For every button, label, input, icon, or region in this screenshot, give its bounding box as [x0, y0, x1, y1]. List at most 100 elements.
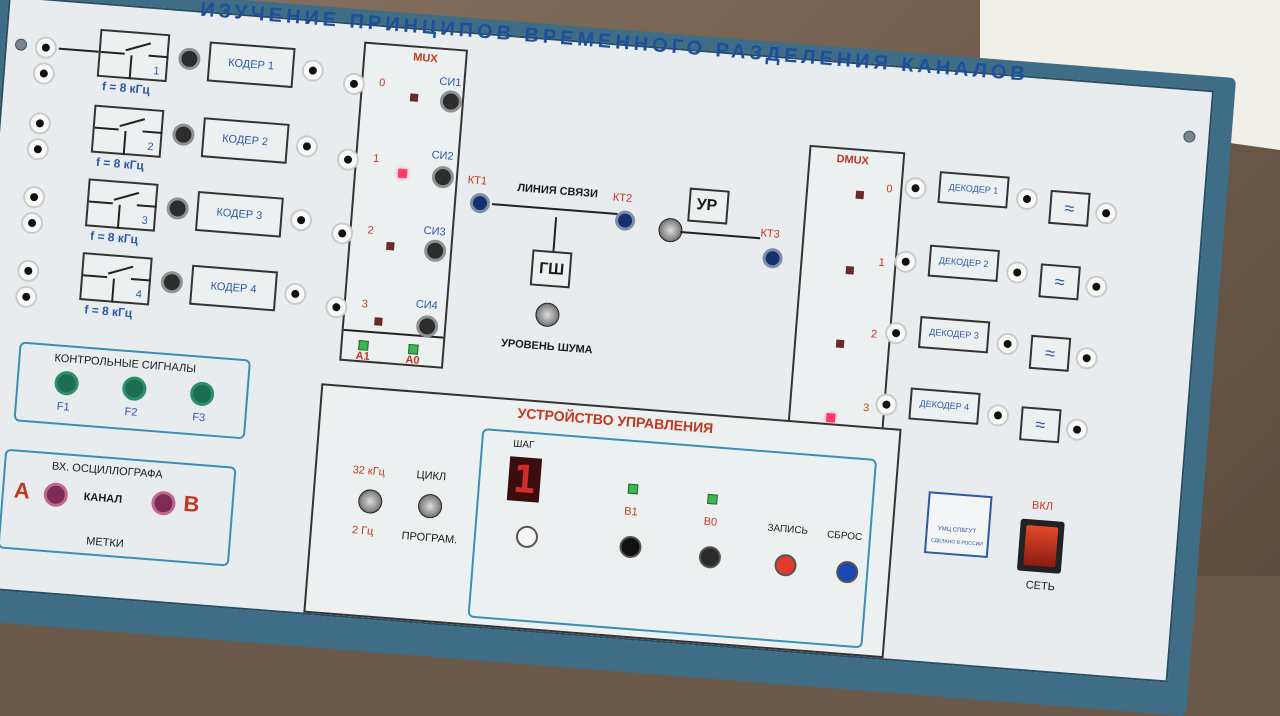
sample-frequency: f = 8 кГц — [101, 79, 151, 97]
dmux-output-jack-2[interactable] — [884, 321, 908, 346]
dmux-led-3 — [825, 412, 836, 423]
oscilloscope-panel: ВХ. ОСЦИЛЛОГРАФА A КАНАЛ B МЕТКИ — [0, 448, 237, 567]
kt3-jack[interactable] — [761, 247, 784, 270]
control-unit: УСТРОЙСТВО УПРАВЛЕНИЯ 32 кГц 2 Гц ЦИКЛ П… — [303, 383, 902, 659]
coder-3-input-jack[interactable] — [20, 211, 44, 235]
b1-button[interactable] — [618, 535, 643, 559]
decoder-2-output-jack[interactable] — [1005, 260, 1030, 285]
kt2-jack[interactable] — [614, 209, 636, 232]
oscilloscope-title: ВХ. ОСЦИЛЛОГРАФА — [51, 460, 163, 482]
amplifier-box: УР — [687, 187, 730, 225]
coder-3-output-jack[interactable] — [289, 208, 313, 232]
mux-output-si2: СИ2 — [431, 149, 454, 163]
reset-button[interactable] — [835, 560, 860, 584]
coder-1-sample-jack[interactable] — [177, 47, 202, 71]
coder-1-label: КОДЕР 1 — [227, 56, 275, 73]
write-label: ЗАПИСЬ — [766, 522, 809, 537]
noise-generator-label: ГШ — [538, 259, 565, 279]
b0-button[interactable] — [698, 545, 722, 570]
front-panel: ИЗУЧЕНИЕ ПРИНЦИПОВ ВРЕМЕННОГО РАЗДЕЛЕНИЯ… — [0, 0, 1214, 683]
channel-a-label: A — [13, 477, 31, 504]
write-button[interactable] — [773, 553, 798, 578]
coder-3-input-jack[interactable] — [22, 185, 46, 209]
dmux-output-0: 0 — [885, 182, 893, 196]
mux-label: MUX — [412, 51, 439, 66]
channel-b-jack[interactable] — [150, 490, 177, 517]
coder-2-input-jack[interactable] — [26, 137, 50, 162]
mux-led-1 — [397, 168, 408, 179]
dmux-output-jack-0[interactable] — [903, 176, 928, 201]
lab-stand-frame: ИЗУЧЕНИЕ ПРИНЦИПОВ ВРЕМЕННОГО РАЗДЕЛЕНИЯ… — [0, 0, 1236, 716]
dmux-led-2 — [835, 339, 845, 349]
b1-indicator — [627, 483, 639, 495]
decoder-1-output-jack[interactable] — [1015, 187, 1039, 211]
coder-2-label: КОДЕР 2 — [221, 132, 269, 149]
filter-2-output-jack[interactable] — [1084, 274, 1109, 299]
sample-frequency: f = 8 кГц — [83, 302, 133, 321]
coder-2-sample-jack[interactable] — [171, 122, 196, 147]
f2-jack[interactable] — [121, 375, 148, 402]
kt1-label: КТ1 — [467, 174, 488, 188]
dmux-output-jack-3[interactable] — [874, 392, 899, 417]
sampler-switch-4: 4 — [79, 252, 153, 306]
power-on-label: ВКЛ — [1031, 499, 1054, 513]
channel-label: КАНАЛ — [83, 490, 123, 506]
f3-jack[interactable] — [189, 381, 216, 407]
mode-toggle[interactable] — [417, 493, 443, 520]
kt1-jack[interactable] — [469, 192, 491, 214]
coder-4-input-jack[interactable] — [14, 284, 39, 309]
channel-a-jack[interactable] — [42, 481, 69, 508]
filter-1-output-jack[interactable] — [1094, 201, 1118, 226]
f1-jack[interactable] — [53, 370, 80, 397]
control-signals-title: КОНТРОЛЬНЫЕ СИГНАЛЫ — [54, 352, 197, 376]
power-switch[interactable] — [1016, 518, 1065, 574]
mux-led-3 — [374, 317, 383, 326]
filter-3-output-jack[interactable] — [1074, 346, 1099, 371]
cycle-label: ЦИКЛ — [416, 469, 447, 484]
logo-line-1: УМЦ СПБГУТ — [937, 526, 977, 536]
freq-bottom-label: 2 Гц — [351, 524, 374, 538]
mux-input-2: 2 — [367, 224, 375, 237]
manufacturer-logo: УМЦ СПБГУТ СДЕЛАНО В РОССИИ — [923, 491, 993, 559]
coder-1-output-jack[interactable] — [301, 58, 325, 83]
kt2-label: КТ2 — [612, 191, 633, 206]
sampler-switch-3: 3 — [84, 178, 159, 232]
dmux-led-0 — [855, 190, 865, 200]
control-unit-title: УСТРОЙСТВО УПРАВЛЕНИЯ — [517, 404, 714, 437]
decoder-4-box: ДЕКОДЕР 4 — [908, 387, 981, 425]
noise-level-knob[interactable] — [534, 301, 561, 328]
step-button[interactable] — [515, 525, 539, 549]
decoder-3-output-jack[interactable] — [995, 332, 1020, 356]
coder-1-input-jack[interactable] — [31, 61, 56, 86]
screw-icon — [14, 38, 28, 52]
decoder-2-box: ДЕКОДЕР 2 — [927, 244, 1000, 282]
decoder-3-label: ДЕКОДЕР 3 — [928, 326, 980, 341]
decoder-3-box: ДЕКОДЕР 3 — [917, 316, 991, 354]
coder-4-input-jack[interactable] — [16, 259, 41, 283]
power-net-label: СЕТЬ — [1025, 579, 1056, 594]
filter-4-output-jack[interactable] — [1065, 417, 1089, 442]
coder-2-output-jack[interactable] — [295, 134, 319, 159]
program-label: ПРОГРАМ. — [401, 530, 458, 547]
f3-label: F3 — [191, 411, 206, 425]
coder-1-input-jack[interactable] — [34, 35, 58, 60]
mux-led-0 — [409, 93, 419, 102]
dmux-output-jack-1[interactable] — [893, 249, 918, 274]
switch-number: 4 — [135, 288, 143, 301]
switch-number: 2 — [146, 140, 154, 154]
clock-frequency-toggle[interactable] — [357, 488, 384, 515]
coder-4-label: КОДЕР 4 — [210, 280, 257, 296]
sampler-switch-2: 2 — [90, 104, 165, 158]
line-wire — [491, 203, 618, 215]
decoder-4-output-jack[interactable] — [986, 403, 1010, 428]
coder-4-box: КОДЕР 4 — [189, 264, 279, 312]
filter-2-icon: ≈ — [1038, 263, 1081, 301]
dmux-output-2: 2 — [870, 328, 878, 341]
sample-frequency: f = 8 кГц — [95, 154, 145, 173]
sampler-switch-1: 1 — [96, 28, 171, 83]
switch-number: 1 — [152, 65, 160, 78]
coder-3-sample-jack[interactable] — [165, 196, 190, 221]
coder-4-output-jack[interactable] — [283, 282, 308, 306]
coder-4-sample-jack[interactable] — [160, 270, 184, 295]
coder-2-input-jack[interactable] — [28, 111, 52, 136]
